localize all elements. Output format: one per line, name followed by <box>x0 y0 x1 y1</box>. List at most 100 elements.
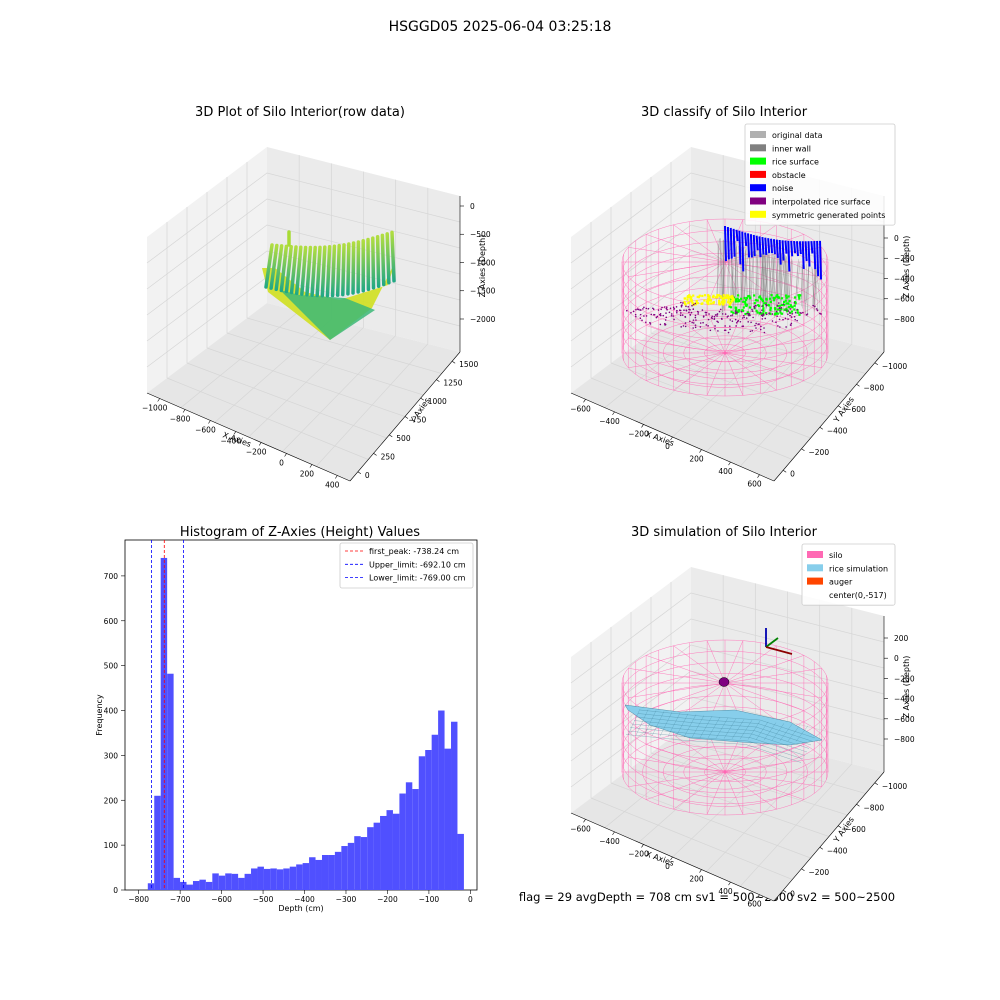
roof-spoke <box>724 655 804 684</box>
interpolated-point <box>665 316 668 319</box>
surface-mesh-line <box>631 723 808 753</box>
interpolated-point <box>676 311 678 314</box>
interpolated-point <box>768 312 770 315</box>
rice-surface-point <box>744 302 747 305</box>
interpolated-point <box>657 309 660 311</box>
interpolated-point <box>793 302 796 304</box>
interpolated-point <box>682 325 685 327</box>
noise-column <box>772 239 776 255</box>
interpolated-point <box>746 312 748 315</box>
floor-spoke <box>628 352 726 368</box>
hist-bar <box>257 866 264 890</box>
hist-yticks: 0 100 200 300 400 500 600 700 <box>104 572 125 895</box>
symmetric-point <box>690 299 693 302</box>
noise-column <box>732 228 736 257</box>
inner-wall-point-column <box>804 265 806 317</box>
roof-spoke <box>724 682 804 711</box>
interpolated-point <box>692 319 695 321</box>
legend-swatch <box>750 144 766 152</box>
interpolated-point <box>771 313 774 315</box>
interpolated-point <box>805 314 808 316</box>
raw-column <box>305 245 313 297</box>
hist-xtick-label: −500 <box>253 895 274 904</box>
y-tick <box>404 416 409 419</box>
x-tick <box>284 453 287 457</box>
interpolated-point <box>649 323 652 325</box>
legend-swatch <box>807 577 823 585</box>
interpolated-point <box>634 313 637 316</box>
rice-surface-point <box>746 311 749 314</box>
hist-xtick-label: −800 <box>128 895 149 904</box>
noise-column <box>752 234 756 257</box>
rice-surface-point <box>742 306 745 309</box>
interpolated-point <box>670 313 673 315</box>
hist-bar <box>444 748 452 890</box>
x-tick <box>641 424 644 428</box>
roof-spoke <box>673 261 726 300</box>
x-tick <box>583 819 586 823</box>
y-tick <box>819 847 823 850</box>
interpolated-point <box>721 313 724 315</box>
inner-wall-point-column <box>758 249 760 299</box>
interpolated-point <box>713 318 716 320</box>
symmetric-point <box>683 300 686 303</box>
surface-mesh-line <box>739 720 753 740</box>
rice-surface-point <box>734 298 738 301</box>
interpolated-point <box>649 321 651 324</box>
x-tick-label: −1000 <box>142 404 168 413</box>
x-tick-label: 0 <box>279 459 284 468</box>
interpolated-point <box>760 314 763 316</box>
panel-classify-xticks: −600 −400 −200 0 200 400 600 <box>570 399 762 489</box>
rice-surface-point <box>761 299 765 303</box>
symmetric-point <box>722 296 725 299</box>
symmetric-point <box>722 299 726 302</box>
symmetric-point <box>696 302 699 305</box>
interpolated-point <box>705 314 707 316</box>
z-tick-label: −2000 <box>470 315 496 324</box>
x-tick-label: −600 <box>195 426 216 435</box>
floor-spoke <box>724 771 822 787</box>
rice-surface-point <box>762 310 765 313</box>
silo-center-mark <box>723 770 727 774</box>
interpolated-point <box>660 308 662 311</box>
interpolated-point <box>662 314 665 317</box>
interpolated-point <box>709 329 712 332</box>
hist-xlabel: Depth (cm) <box>278 904 323 913</box>
panel-raw-zticks: 0 −500 −1000 −1500 −2000 <box>460 202 496 324</box>
rice-surface-point <box>790 310 794 313</box>
rice-surface-point <box>775 311 778 314</box>
footer-stats: flag = 29 avgDepth = 708 cm sv1 = 500~25… <box>519 890 895 904</box>
interpolated-point <box>692 327 694 329</box>
noise-column <box>781 240 785 261</box>
surface-mesh-line <box>707 716 721 739</box>
interpolated-point <box>691 304 693 307</box>
panel-sim-zticks: 200 0 −200 −400 −600 −800 <box>884 634 915 744</box>
interpolated-point <box>632 310 635 313</box>
interpolated-point <box>720 317 723 320</box>
x-tick <box>612 831 615 836</box>
floor-spoke <box>724 338 822 354</box>
y-tick-label: −200 <box>809 448 830 457</box>
raw-column <box>380 233 386 287</box>
legend-label: obstacle <box>772 171 806 180</box>
interpolated-point <box>639 313 642 316</box>
classify-silo-wireframe <box>621 218 829 397</box>
interpolated-point <box>765 304 768 307</box>
noise-column <box>761 237 765 255</box>
floor-spoke <box>706 310 726 354</box>
interpolated-point <box>678 309 681 312</box>
interpolated-point <box>778 318 781 321</box>
rice-surface-point <box>764 302 767 305</box>
hist-bar <box>392 813 400 890</box>
symmetric-point <box>728 301 731 304</box>
z-tick-label: −400 <box>894 695 915 704</box>
legend-swatch <box>750 184 766 192</box>
x-tick <box>309 464 313 468</box>
noise-column <box>816 240 820 277</box>
hist-bar <box>399 793 406 890</box>
legend-label: noise <box>772 184 793 193</box>
interpolated-point <box>670 314 673 317</box>
inner-wall-point-column <box>771 256 776 306</box>
panel-classify-zlabel: Z Axies (Depth) <box>902 236 911 299</box>
hist-xticks: −800 −700 −600 −500 −400 −300 −200 −100 0 <box>128 890 473 904</box>
